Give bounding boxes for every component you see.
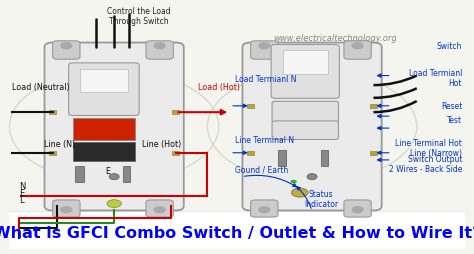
Text: Line Terminal Hot: Line Terminal Hot [395,138,462,147]
Bar [172,111,179,115]
Circle shape [154,44,165,50]
FancyBboxPatch shape [146,42,173,60]
Text: www.electricaltechnology.org: www.electricaltechnology.org [273,34,397,42]
Text: Load (Hot): Load (Hot) [198,82,240,91]
FancyBboxPatch shape [251,200,278,217]
FancyBboxPatch shape [53,200,80,217]
Text: E: E [19,188,25,197]
Text: N: N [19,181,26,190]
Bar [49,151,56,155]
FancyBboxPatch shape [272,102,338,123]
Text: Status
Indicator: Status Indicator [304,189,338,209]
Text: Test: Test [447,115,462,124]
Text: Control the Load
Through Switch: Control the Load Through Switch [107,7,171,26]
Circle shape [259,207,270,213]
Text: Line (N): Line (N) [44,140,75,149]
FancyBboxPatch shape [344,42,371,60]
Bar [73,118,135,140]
FancyBboxPatch shape [45,43,184,211]
FancyBboxPatch shape [146,200,173,217]
Text: Load Termianl
Hot: Load Termianl Hot [409,69,462,88]
Circle shape [352,44,363,50]
Bar [80,69,128,92]
Bar [283,51,328,75]
Ellipse shape [307,174,317,180]
Bar [370,104,377,108]
FancyBboxPatch shape [271,45,339,99]
Bar [172,151,179,155]
FancyBboxPatch shape [53,42,80,60]
Bar [9,5,465,211]
Circle shape [107,200,121,208]
FancyBboxPatch shape [344,200,371,217]
FancyBboxPatch shape [69,64,139,116]
Circle shape [291,180,297,184]
Text: E: E [105,166,110,175]
Text: L: L [19,196,24,205]
Text: Line (Hot): Line (Hot) [142,140,182,149]
Ellipse shape [109,174,119,180]
Text: Switch Output
2 Wires - Back Side: Switch Output 2 Wires - Back Side [389,154,462,173]
Circle shape [292,188,308,197]
Text: Load (Neutral): Load (Neutral) [12,82,69,91]
Bar [247,151,254,155]
Bar [278,150,286,166]
Bar [9,211,465,249]
Bar [123,166,130,182]
Bar [75,166,83,182]
Text: What is GFCI Combo Switch / Outlet & How to Wire It?: What is GFCI Combo Switch / Outlet & How… [0,226,474,241]
Circle shape [61,207,72,213]
Circle shape [61,44,72,50]
Bar [321,150,328,166]
Text: Line (Narrow): Line (Narrow) [410,148,462,157]
Bar [49,111,56,115]
FancyBboxPatch shape [243,43,382,211]
FancyBboxPatch shape [272,121,338,140]
Circle shape [259,44,270,50]
Bar [370,151,377,155]
Bar [73,143,135,161]
Circle shape [352,207,363,213]
Text: Gound / Earth: Gound / Earth [235,165,288,174]
Text: Switch: Switch [437,42,462,51]
Bar [247,104,254,108]
Text: Load Termianl N: Load Termianl N [235,75,296,84]
Text: Line Terminal N: Line Terminal N [235,136,294,145]
FancyBboxPatch shape [251,42,278,60]
Text: Reset: Reset [441,102,462,111]
Circle shape [154,207,165,213]
